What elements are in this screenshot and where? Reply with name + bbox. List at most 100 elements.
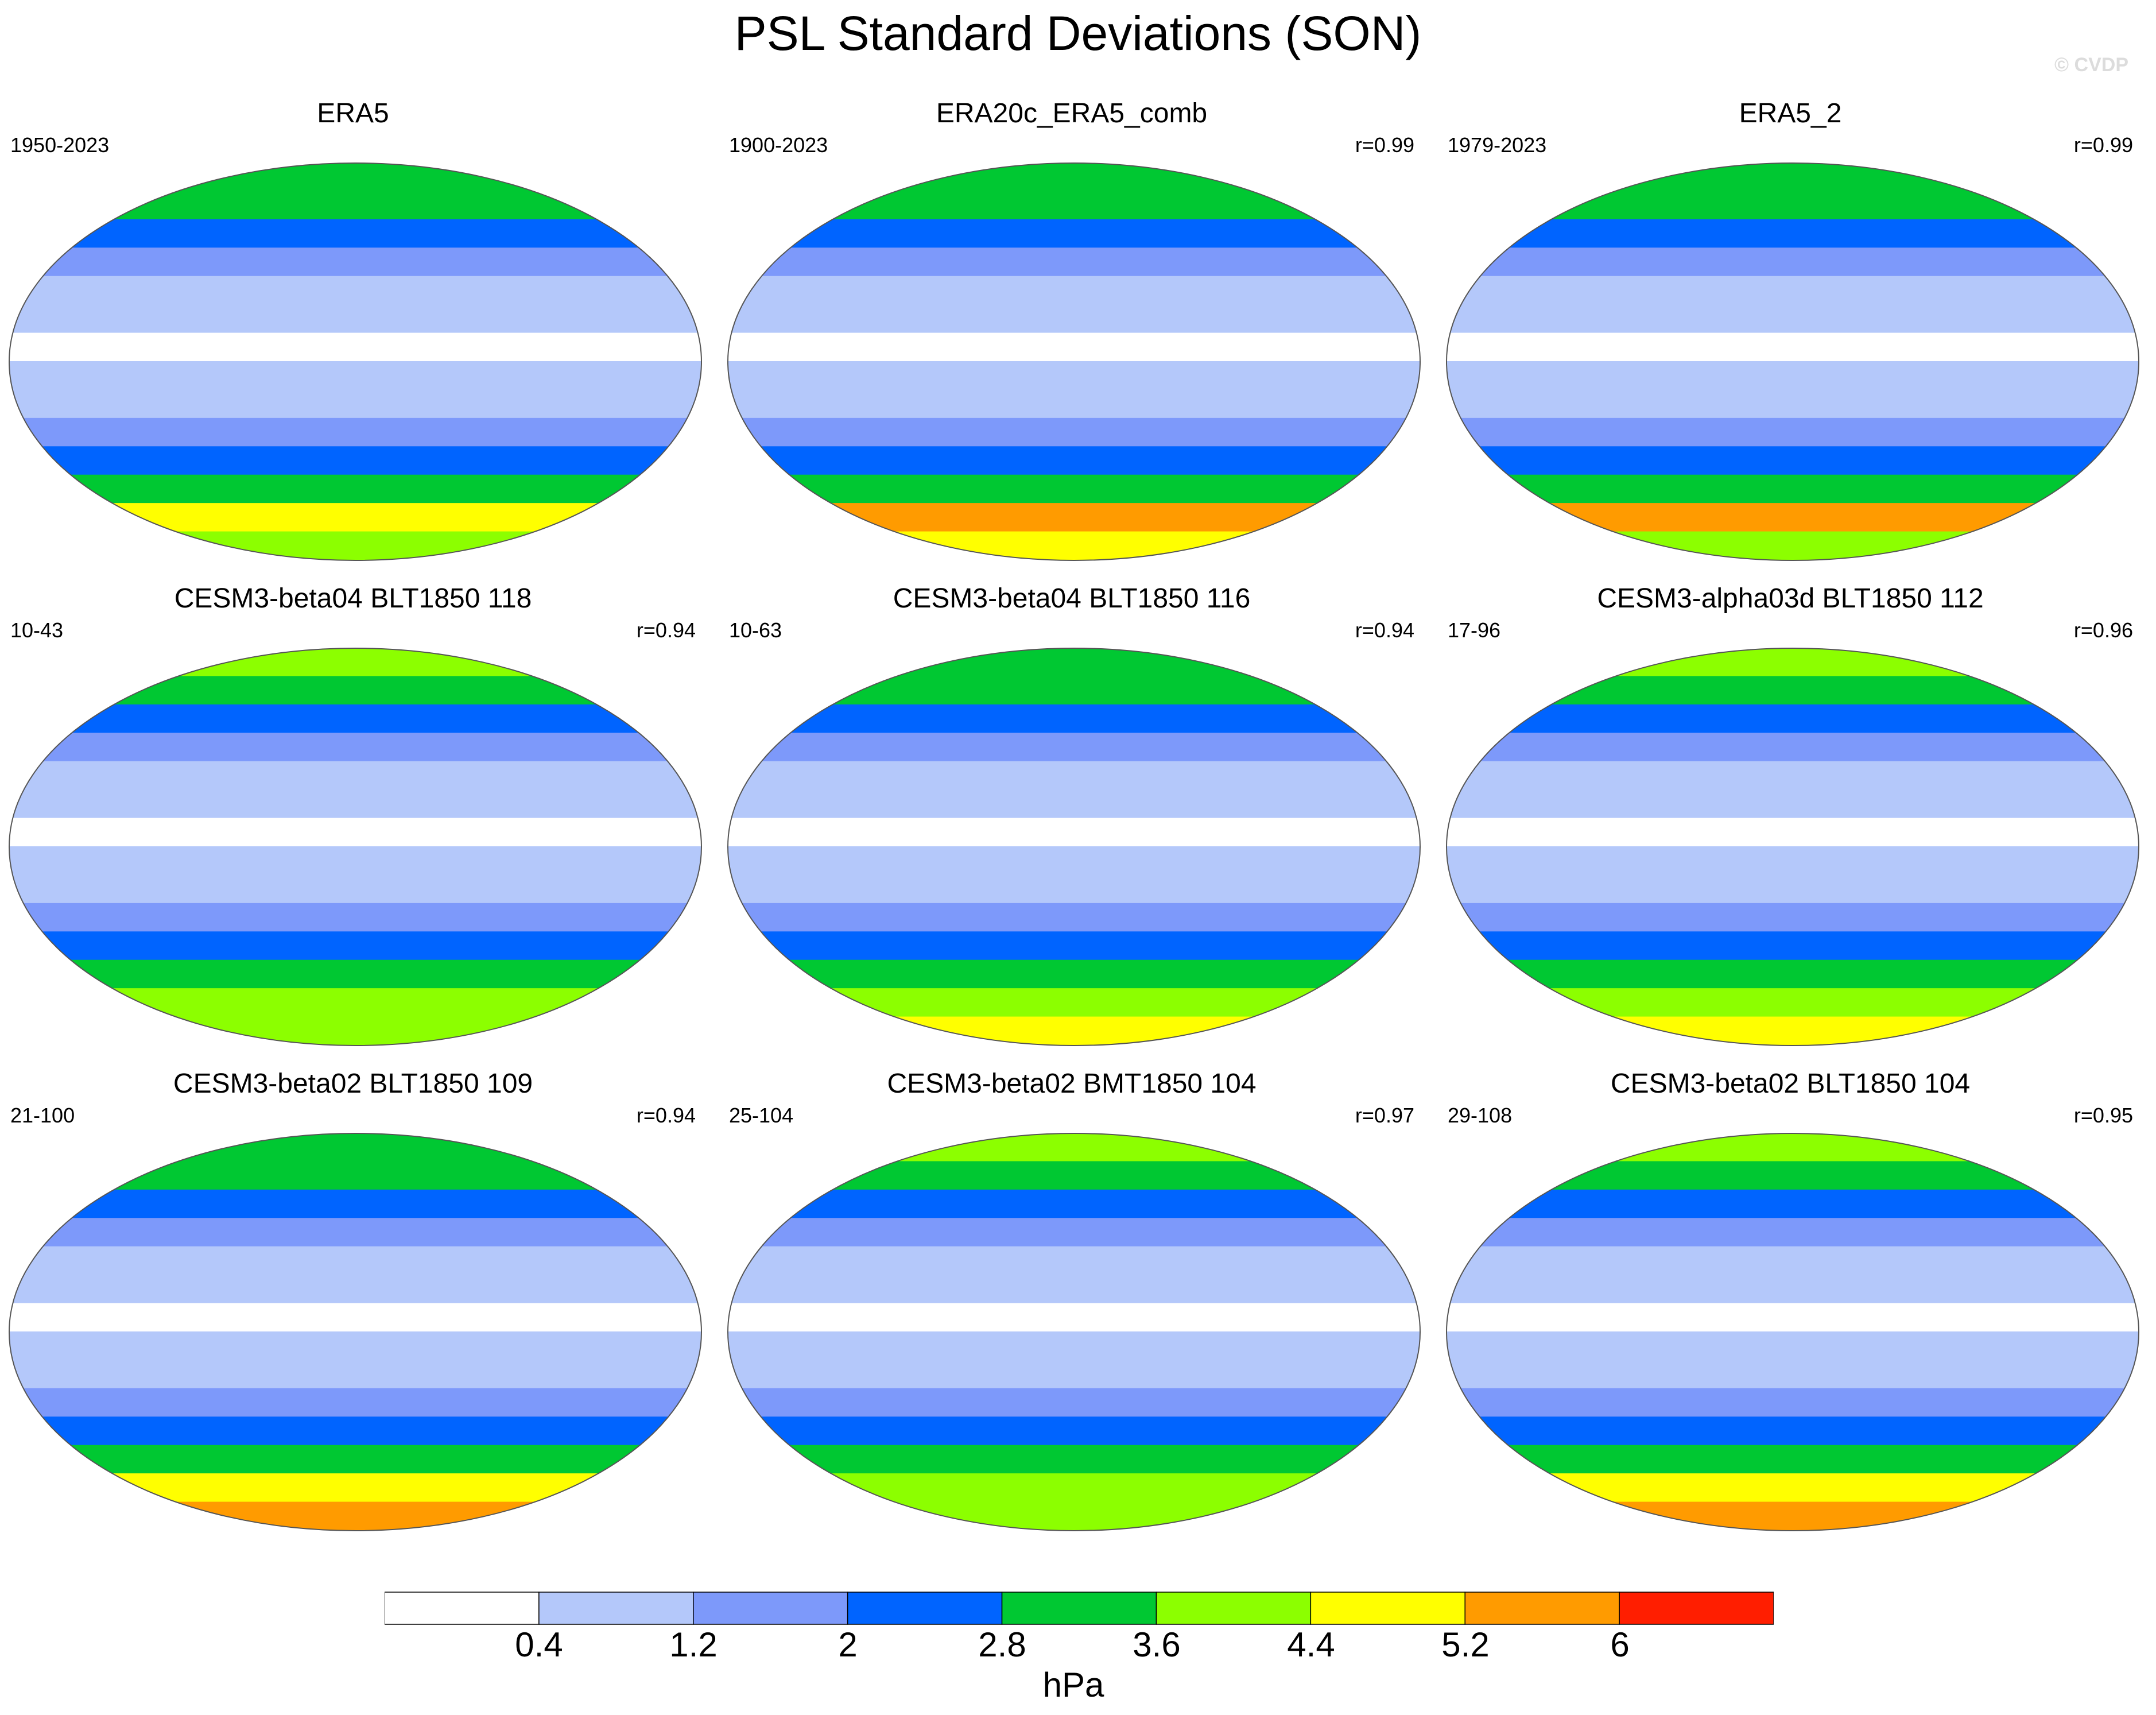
- panel-years: 1979-2023: [1448, 133, 1547, 157]
- colorbar-tick-label: 0.4: [515, 1625, 563, 1664]
- latitude-band: [728, 648, 1420, 678]
- latitude-band: [728, 704, 1420, 734]
- colorbar-tick-label: 4.4: [1287, 1625, 1335, 1664]
- panel-map: [9, 1133, 702, 1531]
- latitude-band: [9, 474, 701, 505]
- latitude-band: [728, 959, 1420, 990]
- map-panel: CESM3-beta02 BLT1850 109 21-100 r=0.94: [0, 1068, 706, 1539]
- latitude-band: [1447, 733, 2139, 762]
- latitude-band: [9, 1360, 701, 1389]
- latitude-band: [728, 1445, 1420, 1475]
- colorbar-tick-label: 5.2: [1441, 1625, 1490, 1664]
- latitude-band: [1447, 361, 2139, 391]
- map-outline: [727, 1133, 1421, 1531]
- latitude-band: [9, 1189, 701, 1220]
- panel-map: [727, 648, 1421, 1046]
- latitude-band: [1447, 304, 2139, 334]
- latitude-band: [1447, 191, 2139, 220]
- latitude-band: [1447, 417, 2139, 448]
- map-outline: [727, 162, 1421, 561]
- cvdp-watermark: © CVDP: [2054, 54, 2128, 76]
- colorbar-swatch: [1464, 1592, 1620, 1625]
- latitude-band: [9, 1246, 701, 1276]
- colorbar-units: hPa: [1042, 1666, 1104, 1704]
- panel-title: CESM3-beta02 BLT1850 104: [1610, 1069, 1971, 1099]
- map-panel: CESM3-beta02 BLT1850 104 29-108 r=0.95: [1437, 1068, 2143, 1539]
- latitude-band: [1447, 789, 2139, 819]
- latitude-band: [1447, 931, 2139, 961]
- latitude-band: [9, 1303, 701, 1333]
- colorbar-tick-label: 2.8: [978, 1625, 1026, 1664]
- latitude-band: [728, 1161, 1420, 1191]
- latitude-band: [1447, 1218, 2139, 1248]
- map-outline: [9, 162, 702, 561]
- latitude-band: [9, 789, 701, 819]
- latitude-band: [9, 874, 701, 904]
- panel-years: 10-43: [10, 618, 64, 642]
- latitude-band: [728, 1189, 1420, 1220]
- latitude-band: [728, 304, 1420, 334]
- latitude-band: [728, 1473, 1420, 1503]
- panel-title: CESM3-beta02 BMT1850 104: [887, 1069, 1257, 1099]
- latitude-band: [1447, 503, 2139, 533]
- latitude-band: [9, 846, 701, 876]
- map-outline: [1446, 648, 2139, 1046]
- latitude-band: [1447, 761, 2139, 791]
- panel-years: 21-100: [10, 1104, 75, 1127]
- latitude-band: [1447, 1501, 2139, 1531]
- latitude-band: [728, 1218, 1420, 1248]
- latitude-band: [9, 446, 701, 476]
- panel-map: [9, 648, 702, 1046]
- panel-map: [727, 1133, 1421, 1531]
- latitude-band: [728, 503, 1420, 533]
- panel-map: [1446, 648, 2139, 1046]
- latitude-band: [9, 247, 701, 277]
- panel-years: 29-108: [1448, 1104, 1513, 1127]
- panel-map: [727, 162, 1421, 561]
- panel-correlation: r=0.96: [2073, 618, 2133, 642]
- latitude-band: [9, 1445, 701, 1475]
- latitude-band: [1447, 1161, 2139, 1191]
- map-panel: ERA5 1950-2023: [0, 98, 706, 568]
- panel-title: ERA5: [317, 98, 389, 129]
- latitude-band: [9, 219, 701, 249]
- latitude-band: [9, 648, 701, 678]
- panel-correlation: r=0.95: [2073, 1104, 2133, 1127]
- colorbar-tick-label: 6: [1610, 1625, 1630, 1664]
- panel-map: [9, 162, 702, 561]
- panel-title: CESM3-beta04 BLT1850 118: [174, 583, 532, 614]
- panel-years: 1950-2023: [10, 133, 110, 157]
- map-panel: CESM3-alpha03d BLT1850 112 17-96 r=0.96: [1437, 583, 2143, 1054]
- latitude-band: [9, 1473, 701, 1503]
- colorbar-tick-label: 1.2: [669, 1625, 718, 1664]
- latitude-band: [9, 1416, 701, 1446]
- latitude-band: [728, 1416, 1420, 1446]
- panel-years: 10-63: [729, 618, 782, 642]
- latitude-band: [9, 988, 701, 1018]
- latitude-band: [1447, 846, 2139, 876]
- latitude-band: [1447, 1416, 2139, 1446]
- panel-years: 25-104: [729, 1104, 794, 1127]
- latitude-band: [9, 389, 701, 419]
- panel-years: 17-96: [1448, 618, 1501, 642]
- latitude-band: [728, 988, 1420, 1018]
- latitude-band: [1447, 1331, 2139, 1361]
- map-panel: CESM3-beta04 BLT1850 118 10-43 r=0.94: [0, 583, 706, 1054]
- latitude-band: [9, 276, 701, 306]
- latitude-band: [9, 959, 701, 990]
- latitude-band: [728, 903, 1420, 933]
- latitude-band: [728, 191, 1420, 220]
- latitude-band: [9, 818, 701, 847]
- panel-correlation: r=0.97: [1355, 1104, 1414, 1127]
- latitude-band: [9, 191, 701, 220]
- panel-title: CESM3-beta02 BLT1850 109: [173, 1069, 533, 1099]
- panel-correlation: r=0.94: [636, 618, 696, 642]
- latitude-band: [728, 874, 1420, 904]
- latitude-band: [9, 332, 701, 362]
- latitude-band: [728, 676, 1420, 706]
- latitude-band: [1447, 389, 2139, 419]
- map-outline: [1446, 162, 2139, 561]
- figure-title: PSL Standard Deviations (SON): [734, 6, 1422, 60]
- latitude-band: [1447, 676, 2139, 706]
- latitude-band: [1447, 1388, 2139, 1418]
